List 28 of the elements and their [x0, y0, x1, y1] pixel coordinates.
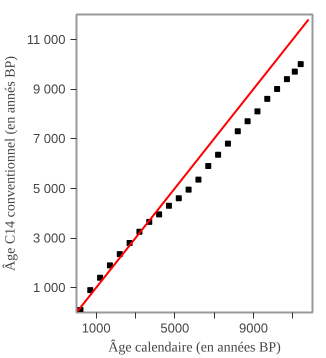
x-tick-label: 1000 [82, 320, 111, 336]
x-tick-label: 5000 [160, 320, 190, 336]
point [234, 128, 241, 134]
point [274, 86, 280, 92]
point [298, 61, 304, 68]
y-tick-label: 1 000 [32, 280, 66, 296]
point [97, 274, 104, 281]
point [244, 118, 251, 124]
point [156, 211, 162, 218]
point [176, 195, 182, 202]
y-tick-label: 7 000 [32, 131, 66, 146]
point [215, 152, 222, 158]
point [284, 76, 290, 82]
point [205, 162, 212, 169]
y-tick-label: 11 000 [26, 32, 66, 47]
point [292, 68, 298, 75]
x-axis-title: Âge calendaire (en années BP) [108, 338, 282, 356]
point [264, 96, 270, 102]
x-tick-label: 9000 [239, 320, 268, 336]
y-tick-label: 9 000 [32, 82, 66, 96]
point [224, 140, 231, 147]
point [186, 186, 192, 193]
y-tick-label: 3 000 [32, 230, 66, 246]
y-tick-label: 5 000 [32, 180, 66, 196]
point [254, 108, 260, 114]
point [166, 202, 172, 209]
point [195, 176, 202, 183]
y-axis-title: Âge C14 conventionnel (en annés BP) [2, 56, 19, 272]
